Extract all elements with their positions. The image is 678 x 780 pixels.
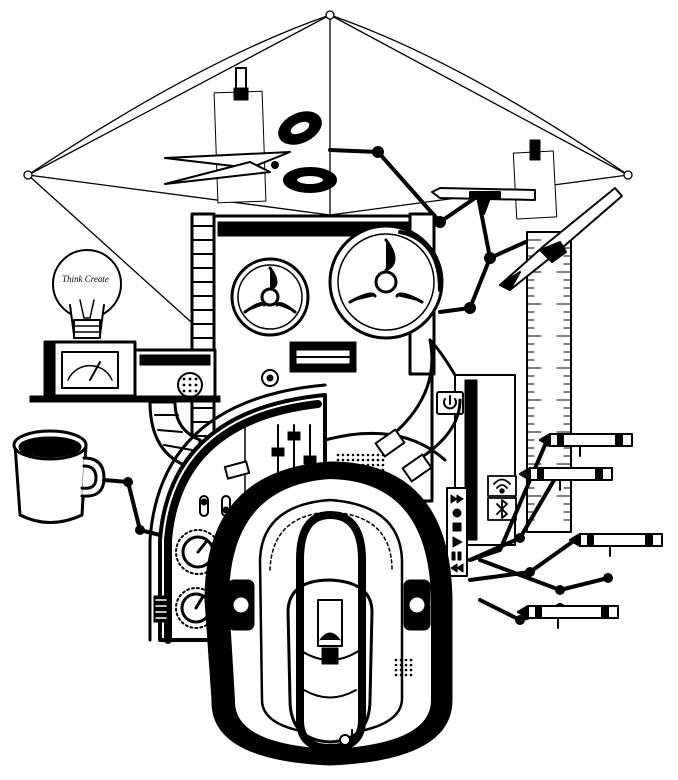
media-controls-icon[interactable] — [446, 487, 468, 577]
robot-head — [204, 461, 453, 766]
coffee-mug-icon — [12, 429, 106, 524]
tape-reel-icon — [230, 257, 310, 337]
knob-icon[interactable] — [175, 529, 221, 575]
usb-icon — [374, 338, 462, 483]
canvas-tent — [23, 10, 633, 331]
ruler-icon — [526, 231, 572, 533]
crayon-icon — [517, 605, 619, 629]
craft-knife-icon — [499, 187, 623, 291]
wifi-icon — [487, 475, 517, 497]
light-bulb-icon: Think Create — [52, 249, 122, 339]
paper-clip-icon — [512, 139, 558, 220]
crayon-icon — [539, 433, 633, 457]
scale-meter — [29, 340, 221, 403]
bluetooth-icon — [487, 497, 517, 521]
crayon-icon — [519, 467, 613, 491]
tape-reel-icon — [328, 224, 444, 340]
power-icon[interactable] — [436, 391, 464, 415]
paper-clip-icon — [213, 67, 267, 204]
scissors-icon — [164, 111, 337, 193]
bulb-label: Think Create — [62, 274, 109, 284]
speaker-grille-icon — [182, 377, 198, 393]
crayon-icon — [569, 533, 663, 557]
pencil-icon — [431, 187, 536, 215]
